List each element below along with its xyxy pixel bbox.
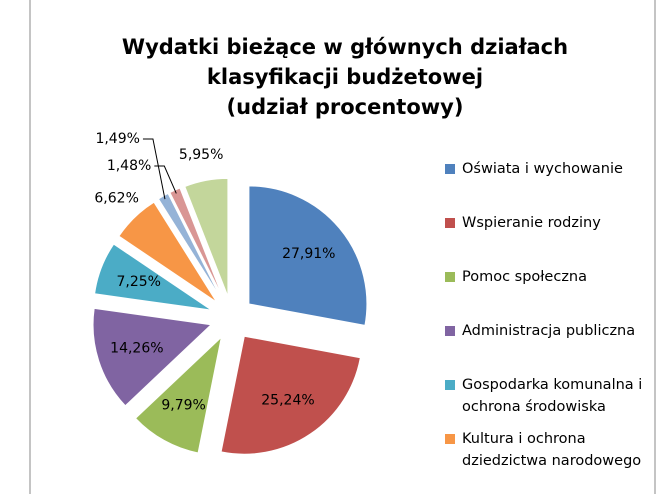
data-label: 1,48% [107,158,151,174]
pie-slice [220,335,361,455]
data-label: 14,26% [110,340,163,356]
pie-slice [134,335,223,454]
pie-slice [157,192,222,300]
legend-swatch [445,272,455,282]
legend-item: Oświata i wychowanie [445,158,660,212]
data-label: 7,25% [117,274,161,290]
data-label: 1,49% [95,131,139,147]
legend-swatch [445,218,455,228]
legend-label: Wspieranie rodziny [462,215,601,231]
data-label: 25,24% [261,393,314,409]
legend-swatch [445,434,455,444]
chart-frame [29,0,656,494]
leader-line [154,165,177,194]
legend-item: Administracja publiczna [445,320,660,374]
legend: Oświata i wychowanie Wspieranie rodziny Po… [445,158,660,482]
pie-slice [248,185,368,326]
pie-slice [94,243,212,311]
chart-title: Wydatki bieżące w głównych działach [122,35,568,59]
pie-slice [184,177,229,297]
legend-swatch [445,380,455,390]
data-label: 6,62% [94,191,138,207]
legend-label: Pomoc społeczna [462,269,588,285]
legend-item: Pomoc społeczna [445,266,660,320]
legend-label: Kultura i ochrona dziedzictwa narodowego [462,431,642,469]
legend-item: Gospodarka komunalna i ochrona środowisk… [445,374,660,428]
chart-title: klasyfikacji budżetowej [207,65,483,89]
pie-slice [92,307,213,407]
data-label: 9,79% [161,397,205,413]
legend-label: Oświata i wychowanie [462,161,623,177]
legend-label: Gospodarka komunalna i ochrona środowisk… [462,377,643,415]
legend-item: Wspieranie rodziny [445,212,660,266]
legend-swatch [445,326,455,336]
data-label: 5,95% [179,147,223,163]
leader-line [142,138,166,200]
data-label: 27,91% [282,246,335,262]
legend-item: Kultura i ochrona dziedzictwa narodowego [445,428,660,482]
pie-slice [118,201,218,303]
legend-swatch [445,164,455,174]
chart-title: (udział procentowy) [227,95,464,119]
legend-label: Administracja publiczna [462,323,636,339]
